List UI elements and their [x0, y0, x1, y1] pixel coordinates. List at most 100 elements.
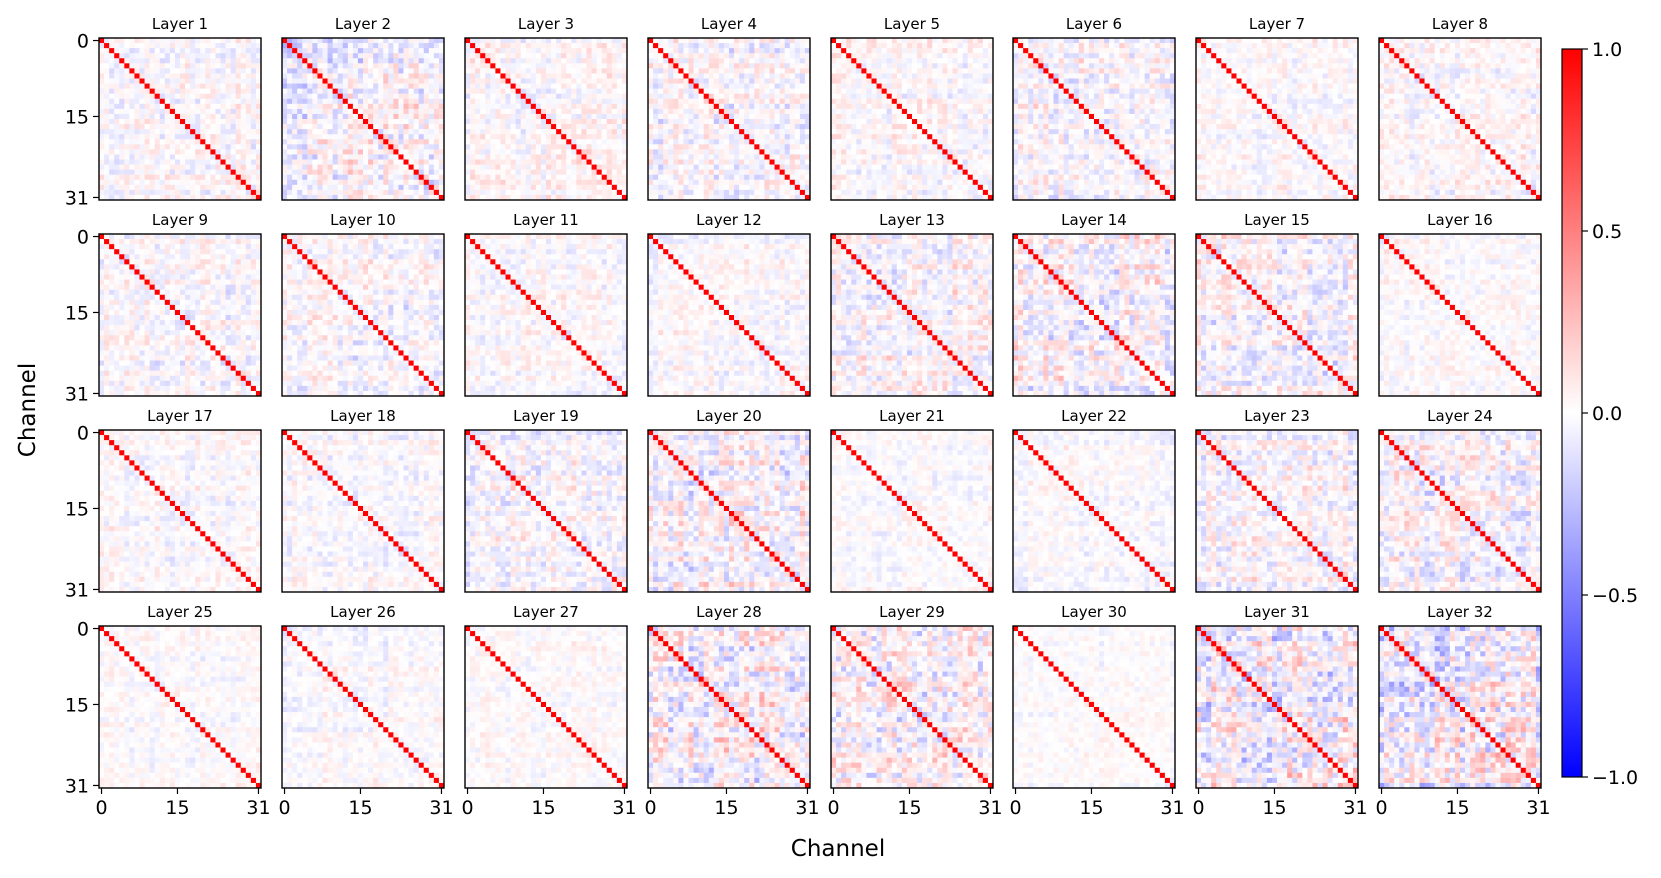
heatmap-cell	[790, 104, 795, 109]
heatmap-cell	[373, 94, 378, 99]
heatmap-cell	[185, 43, 190, 48]
heatmap-cell	[536, 89, 541, 94]
heatmap-cell	[287, 48, 292, 53]
heatmap-cell	[790, 165, 795, 170]
heatmap-cell	[353, 79, 358, 84]
heatmap-cell	[424, 53, 429, 58]
heatmap-cell	[566, 190, 571, 195]
heatmap-cell	[566, 109, 571, 114]
heatmap-cell	[754, 63, 759, 68]
heatmap-cell	[663, 48, 668, 53]
heatmap-cell	[704, 160, 709, 165]
heatmap-cell	[221, 124, 226, 129]
heatmap-cell	[775, 119, 780, 124]
heatmap-cell	[150, 175, 155, 180]
heatmap-cell	[241, 175, 246, 180]
heatmap-cell	[546, 94, 551, 99]
heatmap-cell	[236, 104, 241, 109]
heatmap-cell	[607, 165, 612, 170]
heatmap-cell	[251, 134, 256, 139]
heatmap-cell	[419, 94, 424, 99]
heatmap-cell	[353, 114, 358, 119]
heatmap-cell	[343, 154, 348, 159]
heatmap-cell	[205, 94, 210, 99]
heatmap-cell	[241, 154, 246, 159]
heatmap-cell	[317, 129, 322, 134]
heatmap-cell	[388, 185, 393, 190]
heatmap-cell	[790, 134, 795, 139]
heatmap-cell	[785, 38, 790, 43]
heatmap-cell	[185, 68, 190, 73]
heatmap-cell	[343, 129, 348, 134]
heatmap-cell	[307, 114, 312, 119]
heatmap-cell	[200, 68, 205, 73]
heatmap-cell	[775, 48, 780, 53]
heatmap-cell	[689, 104, 694, 109]
heatmap-cell	[297, 129, 302, 134]
heatmap-cell	[490, 84, 495, 89]
heatmap-cell	[566, 165, 571, 170]
heatmap-cell	[251, 154, 256, 159]
heatmap-cell	[699, 89, 704, 94]
heatmap-cell	[592, 43, 597, 48]
heatmap-cell	[556, 48, 561, 53]
heatmap-cell	[114, 170, 119, 175]
heatmap-cell	[383, 94, 388, 99]
heatmap-cell	[673, 119, 678, 124]
heatmap-cell	[561, 109, 566, 114]
heatmap-cell	[404, 144, 409, 149]
heatmap-cell	[210, 139, 215, 144]
heatmap-cell	[719, 109, 724, 114]
heatmap-cell	[516, 139, 521, 144]
heatmap-cell	[129, 109, 134, 114]
heatmap-cell	[160, 185, 165, 190]
heatmap-cell	[251, 160, 256, 165]
heatmap-cell	[785, 165, 790, 170]
heatmap-cell	[521, 160, 526, 165]
heatmap-cell	[165, 119, 170, 124]
heatmap-cell	[210, 99, 215, 104]
heatmap-cell	[343, 180, 348, 185]
heatmap-cell	[556, 170, 561, 175]
heatmap-cell	[709, 124, 714, 129]
heatmap-cell	[190, 38, 195, 43]
heatmap-cell	[561, 53, 566, 58]
heatmap-cell	[511, 149, 516, 154]
heatmap-cell	[546, 190, 551, 195]
heatmap-cell	[348, 180, 353, 185]
heatmap-cell	[678, 48, 683, 53]
heatmap-cell	[155, 84, 160, 89]
heatmap-cell	[353, 124, 358, 129]
heatmap-cell	[292, 190, 297, 195]
heatmap-cell	[465, 175, 470, 180]
heatmap-cell	[241, 94, 246, 99]
heatmap-cell	[429, 104, 434, 109]
heatmap-cell	[592, 68, 597, 73]
heatmap-cell	[140, 129, 145, 134]
heatmap-cell	[343, 48, 348, 53]
heatmap-cell	[744, 170, 749, 175]
heatmap-cell	[719, 114, 724, 119]
heatmap-cell	[780, 84, 785, 89]
heatmap-cell	[800, 124, 805, 129]
heatmap-cell	[541, 99, 546, 104]
heatmap-cell	[500, 58, 505, 63]
heatmap-cell	[495, 94, 500, 99]
heatmap-cell	[175, 84, 180, 89]
heatmap-cell	[343, 99, 348, 104]
heatmap-cell	[673, 48, 678, 53]
heatmap-cell	[754, 124, 759, 129]
heatmap-cell	[653, 170, 658, 175]
heatmap-cell	[749, 119, 754, 124]
heatmap-cell	[800, 73, 805, 78]
heatmap-cell	[241, 84, 246, 89]
heatmap-cell	[328, 104, 333, 109]
heatmap-cell	[556, 43, 561, 48]
heatmap-cell	[215, 144, 220, 149]
heatmap-cell	[556, 38, 561, 43]
heatmap-cell	[602, 58, 607, 63]
heatmap-cell	[170, 79, 175, 84]
heatmap-cell	[683, 165, 688, 170]
heatmap-cell	[729, 104, 734, 109]
heatmap-cell	[368, 134, 373, 139]
